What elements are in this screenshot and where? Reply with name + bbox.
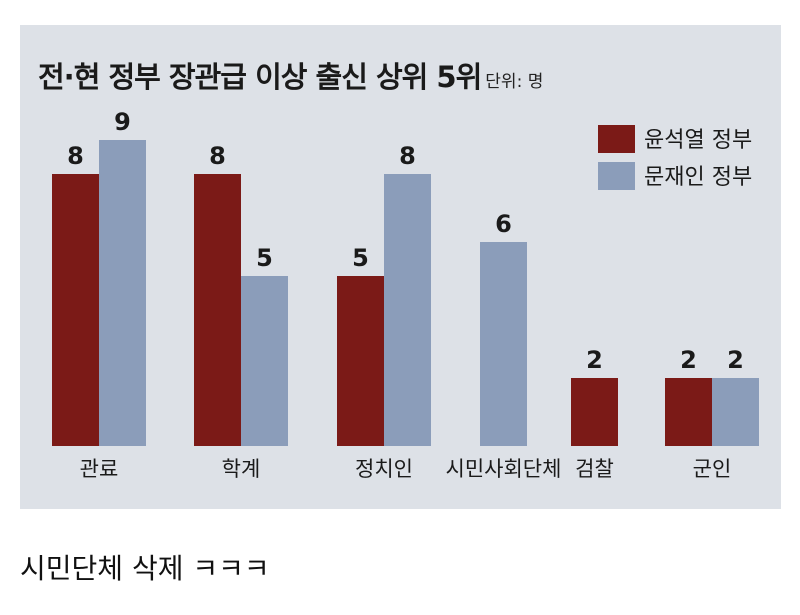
data-label-yoon-0: 8 bbox=[67, 142, 84, 170]
data-label-yoon-4: 2 bbox=[586, 346, 603, 374]
data-label-yoon-1: 8 bbox=[209, 142, 226, 170]
legend-label-0: 윤석열 정부 bbox=[644, 128, 752, 153]
category-label-1: 학계 bbox=[222, 457, 261, 481]
bar-moon-3 bbox=[480, 242, 527, 446]
bar-moon-1 bbox=[241, 276, 288, 446]
data-label-moon-2: 8 bbox=[399, 142, 416, 170]
bar-yoon-2 bbox=[337, 276, 384, 446]
data-label-yoon-5: 2 bbox=[680, 346, 697, 374]
category-label-2: 정치인 bbox=[355, 457, 413, 481]
data-label-moon-5: 2 bbox=[727, 346, 744, 374]
category-label-4: 검찰 bbox=[575, 457, 614, 481]
bar-moon-2 bbox=[384, 174, 431, 446]
bar-yoon-0 bbox=[52, 174, 99, 446]
chart-title: 전·현 정부 장관급 이상 출신 상위 5위 단위: 명 bbox=[38, 54, 543, 96]
data-label-moon-1: 5 bbox=[256, 244, 273, 272]
legend-label-1: 문재인 정부 bbox=[644, 165, 752, 190]
legend-swatch-0 bbox=[598, 125, 635, 153]
bar-yoon-5 bbox=[665, 378, 712, 446]
bar-yoon-4 bbox=[571, 378, 618, 446]
chart-title-text: 전·현 정부 장관급 이상 출신 상위 5위 bbox=[38, 60, 482, 94]
category-label-0: 관료 bbox=[80, 457, 119, 481]
bar-moon-5 bbox=[712, 378, 759, 446]
bar-yoon-1 bbox=[194, 174, 241, 446]
category-label-5: 군인 bbox=[693, 457, 732, 481]
legend-swatch-1 bbox=[598, 162, 635, 190]
data-label-yoon-2: 5 bbox=[352, 244, 369, 272]
category-label-3: 시민사회단체 bbox=[446, 457, 562, 481]
caption-text: 시민단체 삭제 ㅋㅋㅋ bbox=[20, 552, 270, 585]
data-label-moon-0: 9 bbox=[114, 108, 131, 136]
bar-moon-0 bbox=[99, 140, 146, 446]
data-label-moon-3: 6 bbox=[495, 210, 512, 238]
chart-unit: 단위: 명 bbox=[485, 72, 544, 92]
